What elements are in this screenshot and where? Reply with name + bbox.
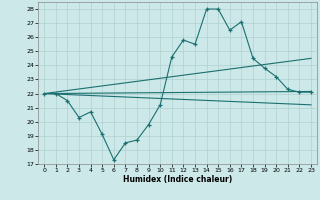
X-axis label: Humidex (Indice chaleur): Humidex (Indice chaleur) — [123, 175, 232, 184]
